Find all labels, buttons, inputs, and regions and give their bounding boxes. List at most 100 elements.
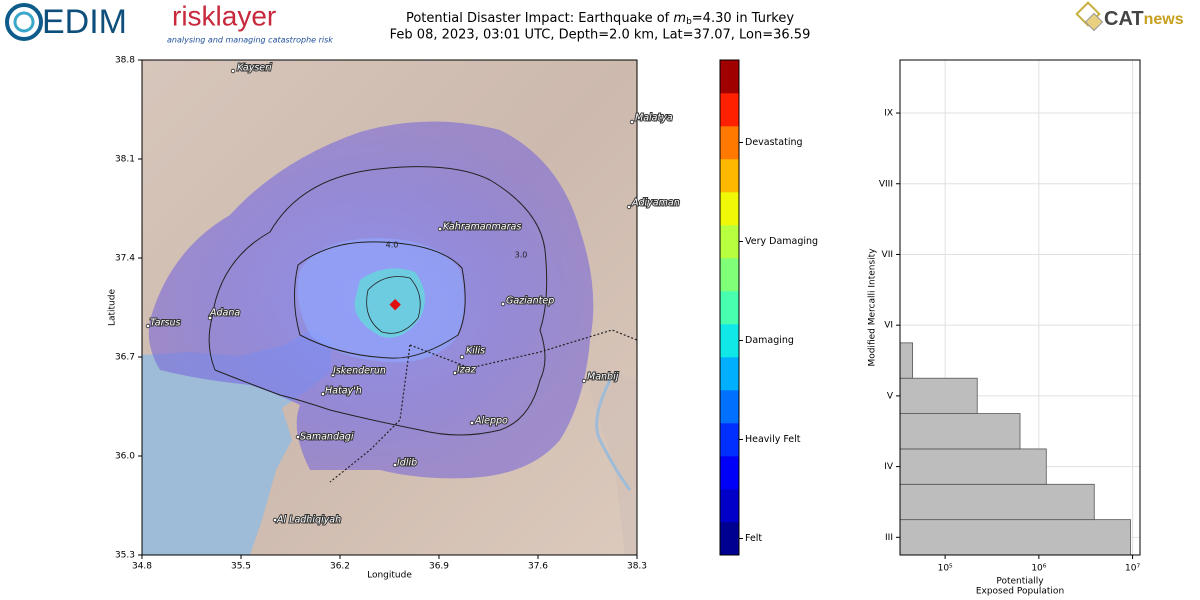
title-subscript: b [686, 17, 692, 27]
x-tick-label: 34.8 [132, 562, 152, 572]
colorbar-segment [720, 324, 739, 358]
y-tick-label: 37.4 [115, 254, 135, 264]
city-label: Tarsus [150, 318, 181, 329]
risklayer-tagline: analysing and managing catastrophe risk [167, 36, 333, 45]
city-dot [230, 68, 236, 74]
x-tick-label: 10⁵ [938, 564, 953, 574]
colorbar-segment [720, 522, 739, 556]
bar [899, 519, 1131, 556]
colorbar-segment [720, 93, 739, 127]
border [409, 329, 637, 369]
y-tick-label: 35.3 [115, 551, 135, 561]
terrain [580, 360, 637, 555]
y-tick-label: VIII [879, 179, 893, 189]
colorbar-label: Damaging [745, 335, 794, 346]
bar [899, 377, 978, 414]
catnews-news: news [1144, 11, 1184, 28]
city-dot [581, 378, 587, 384]
x-axis-label: Potentially [996, 577, 1044, 587]
catnews-logo: CATnews [1075, 1, 1184, 32]
city-dot [320, 391, 326, 397]
map-background [142, 60, 637, 555]
contour-line [208, 166, 548, 436]
river [595, 379, 632, 491]
city-dot [469, 420, 475, 426]
x-tick-label: 35.5 [231, 562, 251, 572]
x-tick-label: 37.6 [528, 562, 548, 572]
catnews-text: CATnews [1104, 8, 1184, 30]
colorbar-segment [720, 423, 739, 457]
y-tick-label: 36.7 [115, 353, 135, 363]
city-dot [500, 301, 506, 307]
city-dot [629, 119, 635, 125]
city-label: Samandagi [300, 432, 354, 443]
colorbar-segment [720, 357, 739, 391]
y-tick-label: 38.8 [115, 56, 135, 66]
colorbar-segment [720, 225, 739, 259]
colorbar-label: Felt [745, 533, 762, 544]
x-axis-label: Longitude [367, 571, 412, 581]
city-dot [207, 315, 213, 321]
colorbar-segment [720, 258, 739, 292]
chart-title: Potential Disaster Impact: Earthquake of… [406, 11, 794, 27]
colorbar-label: Heavily Felt [745, 434, 801, 445]
x-axis-label: Exposed Population [976, 587, 1064, 597]
y-tick-label: 38.1 [115, 155, 135, 165]
title-part: =4.30 in Turkey [692, 11, 795, 26]
risklayer-text: risklayer [172, 0, 276, 31]
colorbar-segment [720, 291, 739, 325]
city-label: Adana [209, 308, 240, 319]
x-tick-label: 10⁷ [1125, 564, 1140, 574]
city-label: Gaziantep [506, 296, 554, 307]
colorbar-segment [720, 489, 739, 523]
x-tick-label: 36.9 [429, 562, 449, 572]
colorbar-label: Devastating [745, 137, 803, 148]
city-dot [452, 370, 458, 376]
y-tick-label: VI [884, 321, 893, 331]
city-dot [272, 517, 278, 523]
y-tick-label: V [887, 391, 894, 401]
y-tick-label: IV [884, 462, 894, 472]
colorbar-frame [719, 59, 740, 556]
colorbar-label: Very Damaging [745, 236, 818, 247]
city-dot [295, 434, 301, 440]
city-label: Izaz [457, 365, 477, 376]
y-axis-label: Modified Mercalli Intensity [868, 248, 878, 367]
chart-subtitle: Feb 08, 2023, 03:01 UTC, Depth=2.0 km, L… [390, 28, 811, 43]
city-label: Aleppo [474, 416, 508, 427]
x-tick-label: 10⁶ [1031, 564, 1046, 574]
y-tick-label: IX [884, 109, 893, 119]
city-dot [145, 323, 151, 329]
edim-text: EDIM [42, 3, 127, 41]
colorbar-segment [720, 390, 739, 424]
contour-line [293, 241, 466, 359]
colorbar-segment [720, 126, 739, 160]
contour-line [366, 276, 421, 334]
bar [899, 448, 1047, 485]
border [329, 344, 411, 483]
epicenter [389, 299, 401, 311]
x-tick-label: 38.3 [627, 562, 647, 572]
bar [899, 413, 1021, 450]
city-label: Al Ladhiqiyah [276, 515, 341, 526]
city-dot [437, 226, 443, 232]
axes-frame [899, 59, 1141, 556]
city-label: Malatya [635, 113, 673, 124]
colorbar-segment [720, 192, 739, 226]
city-label: Hatay'h [325, 386, 362, 397]
bar-chart: 10⁵ 10⁶ 10⁷ III IV V VI VII VIII IX PotentiallyExp… [868, 59, 1141, 597]
edim-logo: EDIM [5, 3, 127, 41]
city-label: Kahramanmaras [443, 222, 521, 233]
map-frame [141, 59, 638, 556]
contour-label: 3.0 [515, 251, 528, 260]
catnews-icon [1084, 12, 1104, 32]
city-label: Manbij [587, 372, 619, 383]
y-axis-label: Latitude [108, 289, 118, 327]
title-part: Potential Disaster Impact: Earthquake of [406, 11, 673, 26]
city-label: Kayseri [237, 63, 272, 74]
risklayer-logo: risklayer analysing and managing catastr… [167, 0, 333, 44]
river [142, 429, 181, 481]
bar [899, 483, 1095, 521]
city-dot [626, 204, 632, 210]
